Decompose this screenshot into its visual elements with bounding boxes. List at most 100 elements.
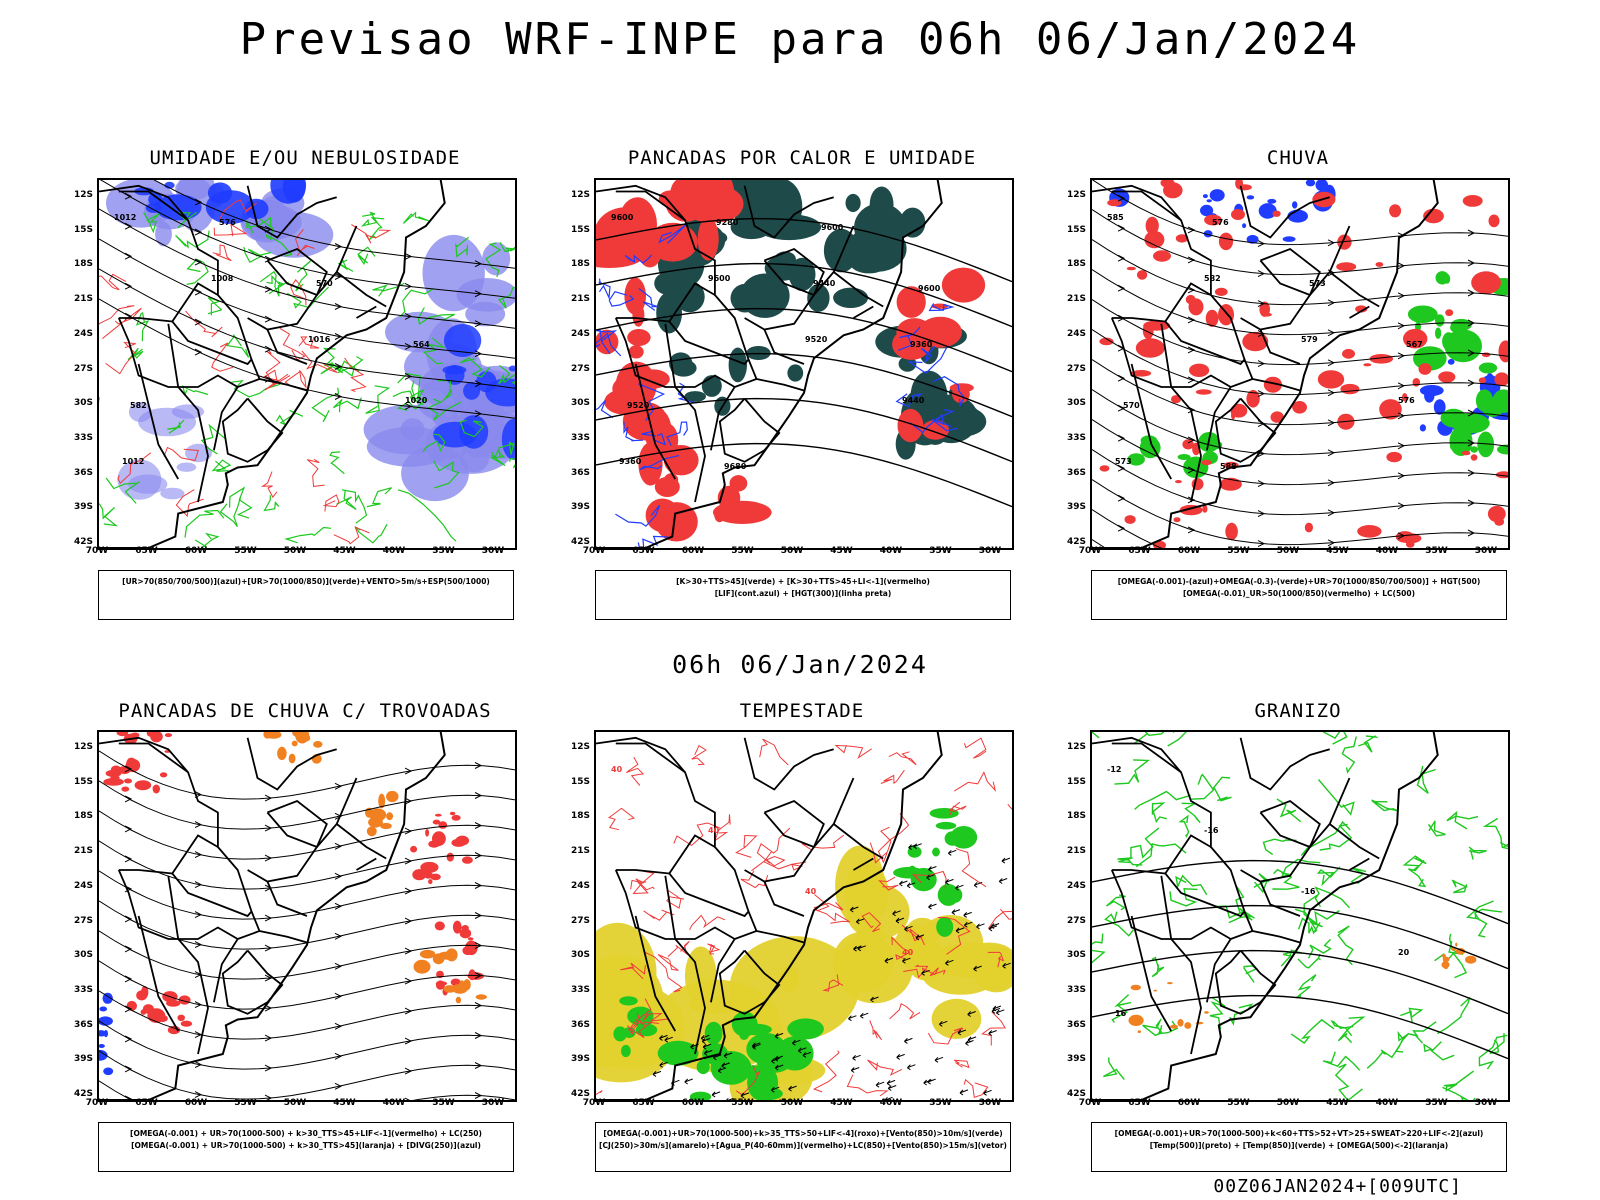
wind-arrow <box>194 258 203 266</box>
contour-line <box>286 286 330 309</box>
border-line <box>1110 317 1232 388</box>
lat-label: 24S <box>570 328 590 339</box>
shaded-area <box>1444 329 1482 363</box>
shaded-area <box>1230 403 1248 418</box>
wind-arrow <box>1397 502 1406 510</box>
contour-label: 16 <box>1115 1009 1127 1018</box>
shaded-area <box>1442 956 1450 962</box>
shaded-area <box>1246 195 1255 200</box>
wind-arrow <box>1257 480 1266 488</box>
contour-line <box>630 878 655 891</box>
contour-line <box>895 392 923 408</box>
lat-label: 30S <box>570 950 590 961</box>
panel-title: PANCADAS DE CHUVA C/ TROVOADAS <box>118 700 492 722</box>
contour-line <box>955 847 987 888</box>
shaded-area <box>652 228 683 251</box>
wind-arrow <box>404 312 413 320</box>
border-line <box>118 869 173 875</box>
wind-vector <box>797 1047 807 1054</box>
shaded-area <box>103 1067 114 1076</box>
wind-arrow <box>404 917 413 925</box>
wind-vector <box>973 881 983 888</box>
wind-arrow <box>194 821 203 829</box>
lon-label: 60W <box>1177 546 1201 556</box>
wind-arrow <box>474 792 483 799</box>
wind-arrow <box>404 1067 413 1075</box>
streamline <box>99 208 515 329</box>
shaded-area <box>244 198 269 220</box>
wind-arrow <box>334 782 343 790</box>
contour-line <box>1297 953 1321 969</box>
lat-label: 39S <box>570 502 590 513</box>
legend-line: [OMEGA(-0.001) + UR>70(1000-500) + k>30_… <box>130 1129 482 1138</box>
shaded-area <box>445 948 458 962</box>
shaded-area <box>1135 338 1165 358</box>
contour-line <box>1427 820 1446 837</box>
contour-line <box>459 357 491 378</box>
wind-arrow <box>194 851 203 859</box>
contour-line <box>846 1074 889 1097</box>
shaded-area <box>935 821 957 830</box>
lat-label: 15S <box>570 224 590 235</box>
wind-arrow <box>124 765 133 773</box>
contour-line <box>320 362 355 377</box>
wind-arrow <box>124 915 133 923</box>
shaded-area <box>1163 182 1183 199</box>
shaded-area <box>1219 477 1242 491</box>
contour-line <box>207 297 222 316</box>
shaded-area <box>932 847 940 857</box>
wind-arrow <box>1467 379 1476 387</box>
panel-title: GRANIZO <box>1254 700 1342 722</box>
shaded-area <box>1099 337 1114 346</box>
shaded-area <box>1262 312 1272 317</box>
lon-label: 60W <box>1177 1098 1201 1108</box>
streamline <box>99 840 515 890</box>
shaded-area <box>1462 195 1483 207</box>
wind-arrow <box>194 288 203 296</box>
wind-arrow <box>404 1037 413 1045</box>
contour-line <box>284 526 332 544</box>
wind-vector <box>774 1055 783 1062</box>
lat-label: 18S <box>570 811 590 822</box>
shaded-area <box>465 940 478 956</box>
contour-line <box>1478 1034 1508 1070</box>
height-contour <box>1092 949 1508 1015</box>
shaded-area <box>1477 431 1495 458</box>
wind-arrow <box>474 1092 483 1099</box>
shaded-area <box>1246 390 1260 408</box>
contour-line <box>1341 736 1357 774</box>
border-line <box>1111 190 1182 222</box>
lat-label: 42S <box>570 1089 590 1099</box>
contour-line <box>1437 996 1471 1035</box>
border-line <box>634 915 676 1032</box>
lon-label: 45W <box>830 1098 853 1108</box>
wind-arrow <box>1397 412 1406 420</box>
map-canvas: 40 40 40 40 <box>596 732 1012 1100</box>
contour-line <box>332 397 362 413</box>
shaded-area <box>1426 385 1440 395</box>
wind-arrow <box>124 192 133 200</box>
lon-label: 50W <box>780 546 804 556</box>
shaded-area <box>434 921 445 931</box>
wind-vector <box>945 959 954 966</box>
shaded-area <box>1438 371 1456 383</box>
wind-vector <box>938 1020 948 1027</box>
height-contour <box>596 442 1012 508</box>
border-line <box>221 949 284 1015</box>
contour-line <box>290 278 307 306</box>
border-line <box>1164 834 1246 918</box>
border-line <box>1252 378 1301 392</box>
wind-arrow <box>124 222 133 230</box>
wind-vector <box>884 957 894 964</box>
contour-line <box>1272 868 1300 890</box>
wind-arrow <box>124 282 133 290</box>
wind-vector <box>886 1079 896 1086</box>
shaded-area <box>1440 408 1467 428</box>
shaded-area <box>1218 304 1234 326</box>
lat-label: 42S <box>1066 537 1086 547</box>
contour-line <box>176 211 198 229</box>
shaded-area <box>632 303 645 327</box>
contour-label: -12 <box>1107 765 1121 774</box>
wind-arrow <box>404 797 413 805</box>
wind-arrow <box>1187 436 1196 444</box>
